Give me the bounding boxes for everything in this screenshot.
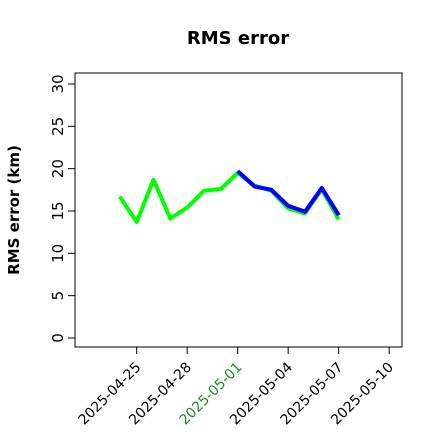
y-axis: 0 5 10 15 20 25 30 [49, 74, 75, 343]
y-tick-label: 0 [49, 333, 67, 343]
y-axis-label: RMS error (km) [5, 145, 23, 275]
series-line-2 [118, 170, 341, 224]
plot-frame [74, 72, 403, 348]
y-tick-label: 15 [49, 201, 67, 220]
x-axis: 2025-04-252025-04-282025-05-012025-05-04… [76, 347, 397, 428]
series-line-1-overlay [236, 169, 341, 217]
series-layer [118, 169, 341, 224]
y-tick-label: 20 [49, 159, 67, 178]
chart-title: RMS error [187, 28, 289, 49]
y-tick-label: 5 [49, 291, 67, 301]
y-tick-label: 10 [49, 244, 67, 263]
y-tick-label: 25 [49, 117, 67, 136]
y-tick-label: 30 [49, 74, 67, 93]
